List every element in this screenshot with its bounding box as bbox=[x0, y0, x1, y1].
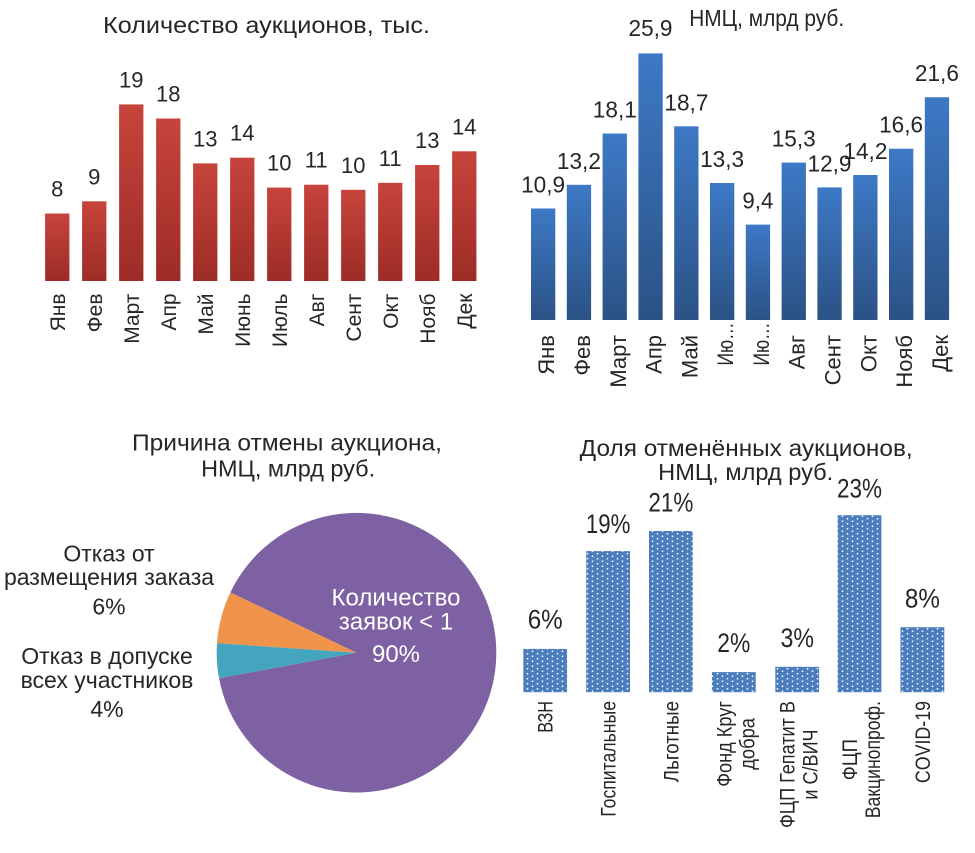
svg-text:НМЦ, млрд руб.: НМЦ, млрд руб. bbox=[201, 456, 375, 482]
svg-text:Окт: Окт bbox=[856, 335, 881, 372]
svg-text:15,3: 15,3 bbox=[772, 126, 816, 152]
svg-text:Фев: Фев bbox=[84, 294, 107, 333]
svg-text:Дек: Дек bbox=[928, 335, 953, 372]
svg-text:Ию…: Ию… bbox=[749, 323, 774, 366]
svg-text:Количество: Количество bbox=[332, 585, 461, 612]
svg-text:Май: Май bbox=[195, 294, 218, 335]
svg-text:Июль: Июль bbox=[269, 293, 292, 347]
svg-text:21%: 21% bbox=[648, 488, 693, 518]
svg-text:Фонд Круг: Фонд Круг bbox=[713, 701, 736, 787]
svg-text:18,7: 18,7 bbox=[664, 89, 708, 115]
svg-text:Окт: Окт bbox=[380, 293, 403, 329]
svg-text:НМЦ, млрд руб.: НМЦ, млрд руб. bbox=[689, 5, 844, 31]
svg-text:23%: 23% bbox=[837, 473, 882, 503]
svg-text:Количество аукционов, тыс.: Количество аукционов, тыс. bbox=[103, 12, 430, 38]
svg-text:Отказ в допуске: Отказ в допуске bbox=[21, 643, 193, 669]
svg-text:19: 19 bbox=[119, 67, 143, 92]
svg-text:13,3: 13,3 bbox=[700, 146, 744, 172]
svg-text:18,1: 18,1 bbox=[593, 97, 637, 123]
svg-text:и С/ВИЧ: и С/ВИЧ bbox=[800, 729, 823, 799]
svg-text:14: 14 bbox=[452, 114, 476, 139]
svg-text:Сент: Сент bbox=[821, 335, 846, 385]
svg-text:10: 10 bbox=[267, 151, 291, 176]
svg-text:Госпитальные: Госпитальные bbox=[598, 701, 621, 817]
svg-text:3%: 3% bbox=[780, 623, 814, 653]
svg-text:Ию…: Ию… bbox=[713, 323, 738, 366]
svg-text:25,9: 25,9 bbox=[629, 15, 673, 41]
svg-text:COVID-19: COVID-19 bbox=[912, 701, 935, 783]
svg-text:8: 8 bbox=[51, 177, 63, 202]
svg-text:заявок < 1: заявок < 1 bbox=[339, 609, 453, 636]
svg-text:Янв: Янв bbox=[534, 335, 559, 375]
svg-text:13: 13 bbox=[193, 126, 217, 151]
svg-text:6%: 6% bbox=[528, 604, 563, 634]
svg-text:Май: Май bbox=[677, 335, 702, 378]
svg-text:Фев: Фев bbox=[570, 335, 595, 376]
svg-text:Отказ от: Отказ от bbox=[63, 541, 155, 567]
svg-text:Льготные: Льготные bbox=[660, 701, 683, 782]
svg-text:добра: добра bbox=[736, 718, 759, 770]
svg-text:18: 18 bbox=[156, 82, 180, 107]
svg-text:90%: 90% bbox=[372, 641, 420, 668]
svg-text:Март: Март bbox=[121, 293, 144, 344]
svg-text:6%: 6% bbox=[92, 594, 125, 620]
svg-text:ВЗН: ВЗН bbox=[535, 701, 558, 733]
svg-text:Янв: Янв bbox=[47, 294, 70, 332]
svg-text:Нояб: Нояб bbox=[892, 335, 917, 388]
svg-text:2%: 2% bbox=[717, 628, 750, 658]
svg-text:14: 14 bbox=[230, 121, 254, 146]
svg-text:Причина отмены аукциона,: Причина отмены аукциона, bbox=[132, 430, 442, 456]
svg-text:Март: Март bbox=[606, 335, 631, 388]
svg-text:9: 9 bbox=[88, 164, 100, 189]
svg-text:11: 11 bbox=[379, 146, 402, 171]
svg-text:Авг: Авг bbox=[785, 335, 810, 369]
svg-text:Апр: Апр bbox=[642, 335, 667, 374]
svg-text:Июнь: Июнь bbox=[232, 293, 255, 346]
svg-text:12,9: 12,9 bbox=[808, 150, 852, 176]
svg-text:Сент: Сент bbox=[343, 293, 366, 341]
svg-text:4%: 4% bbox=[90, 696, 123, 722]
svg-text:16,6: 16,6 bbox=[879, 112, 923, 138]
svg-text:ФЦП: ФЦП bbox=[839, 739, 862, 780]
svg-text:Апр: Апр bbox=[158, 294, 181, 331]
svg-text:НМЦ, млрд руб.: НМЦ, млрд руб. bbox=[658, 459, 833, 485]
svg-text:14,2: 14,2 bbox=[843, 138, 887, 164]
svg-text:19%: 19% bbox=[586, 509, 631, 539]
svg-text:11: 11 bbox=[305, 148, 328, 173]
svg-text:10,9: 10,9 bbox=[521, 172, 565, 198]
svg-text:10: 10 bbox=[341, 153, 365, 178]
svg-text:Доля отменённых аукционов,: Доля отменённых аукционов, bbox=[580, 435, 913, 461]
svg-text:размещения заказа: размещения заказа bbox=[4, 564, 214, 590]
svg-text:9,4: 9,4 bbox=[742, 188, 773, 214]
svg-text:13: 13 bbox=[415, 128, 439, 153]
svg-text:Дек: Дек bbox=[454, 293, 477, 329]
svg-text:Вакцинопроф.: Вакцинопроф. bbox=[862, 701, 885, 818]
svg-text:8%: 8% bbox=[905, 583, 940, 613]
svg-text:13,2: 13,2 bbox=[557, 148, 601, 174]
svg-text:21,6: 21,6 bbox=[915, 60, 959, 86]
svg-text:Авг: Авг bbox=[306, 293, 329, 326]
svg-text:ФЦП Гепатит В: ФЦП Гепатит В bbox=[777, 701, 800, 828]
svg-text:Нояб: Нояб bbox=[417, 294, 440, 344]
svg-text:всех участников: всех участников bbox=[21, 667, 194, 693]
